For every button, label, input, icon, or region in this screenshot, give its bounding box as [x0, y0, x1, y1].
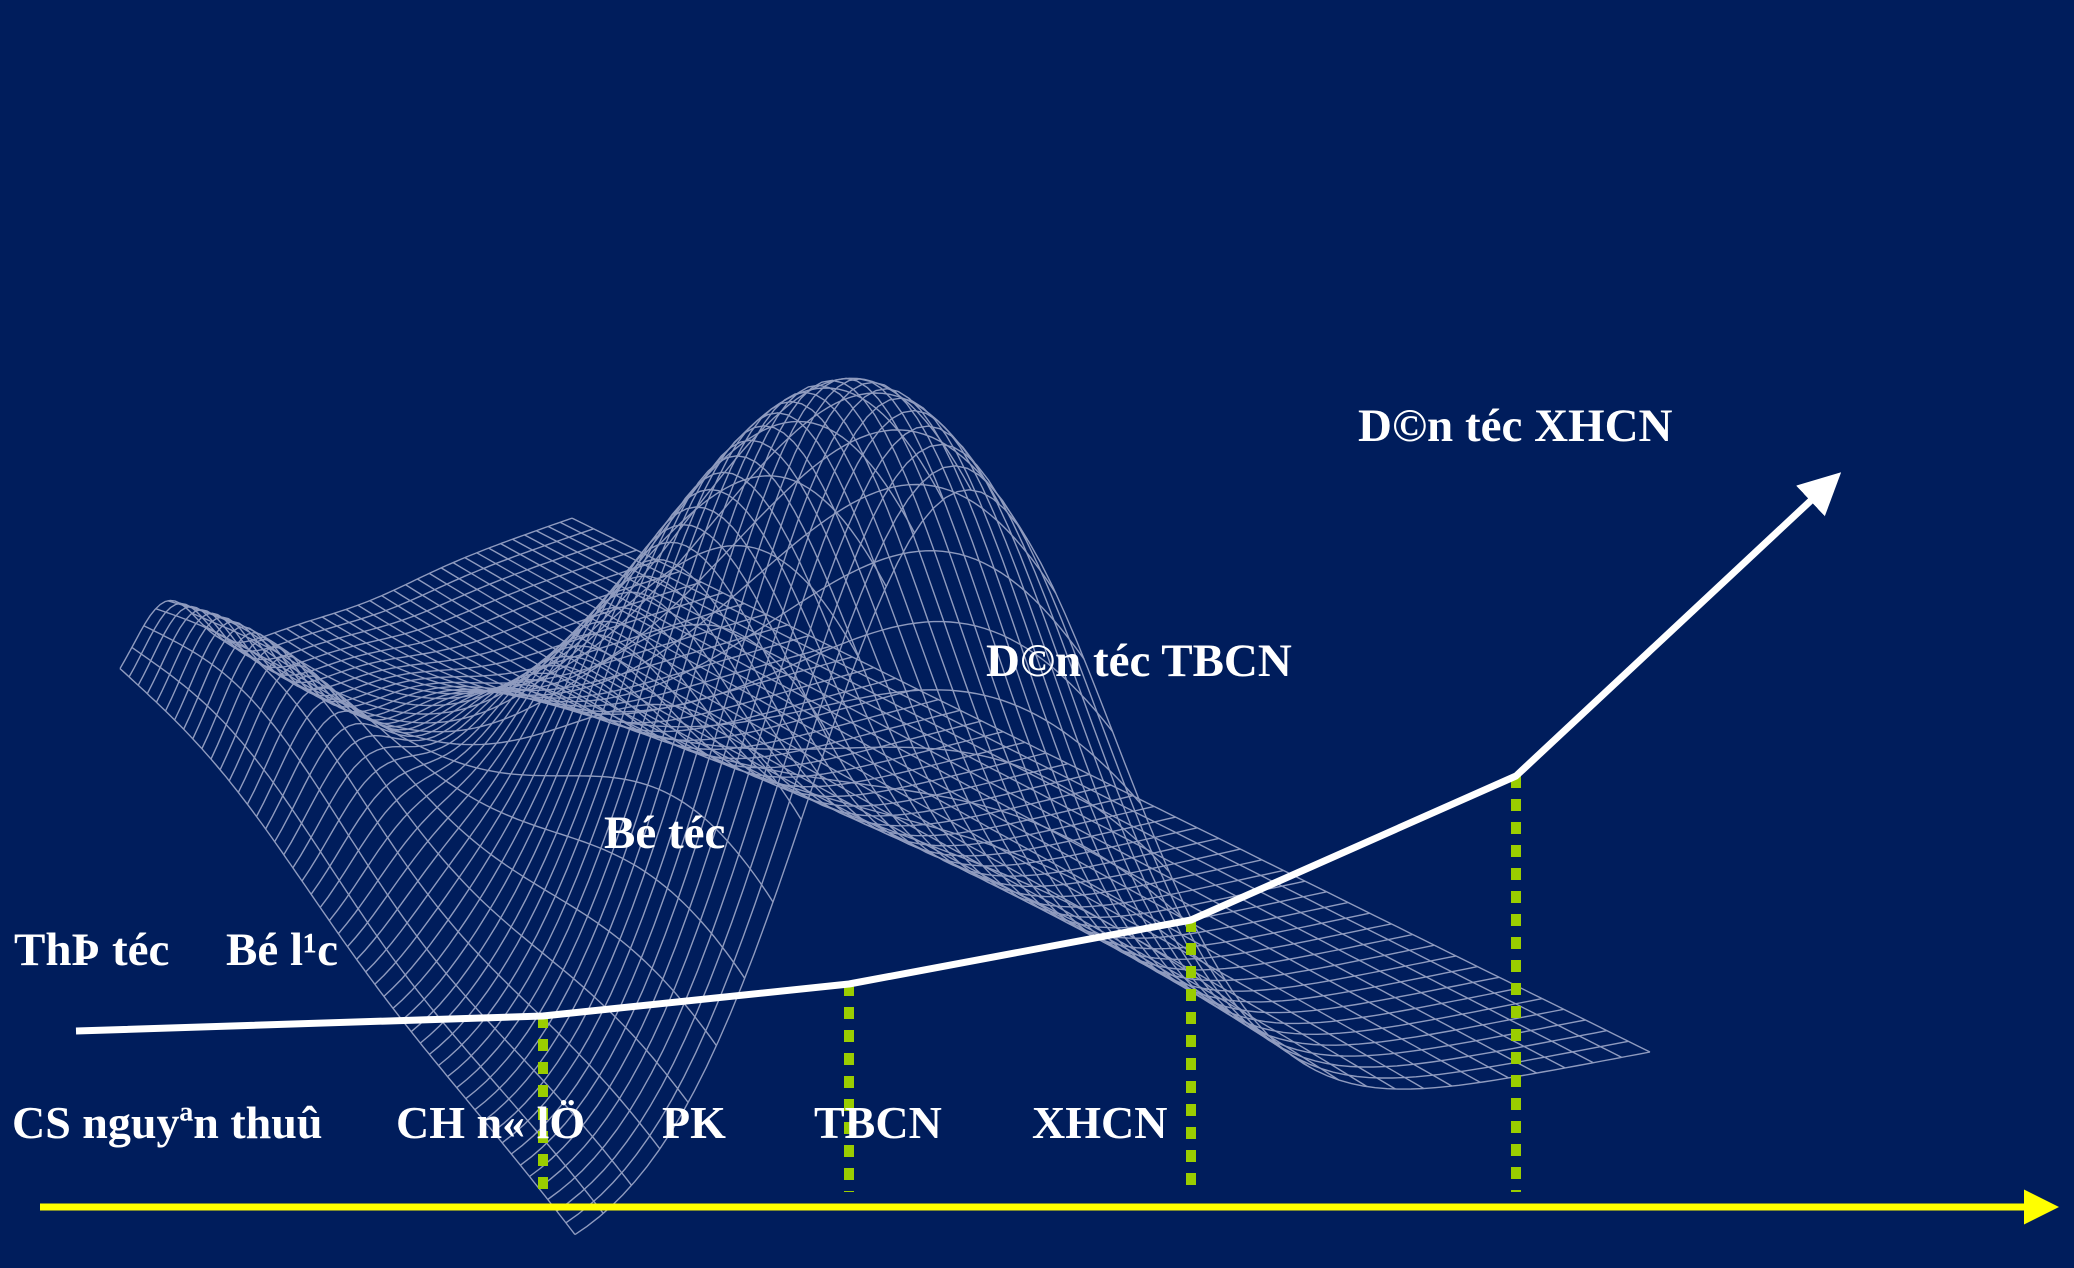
era-xhcn: XHCN [1032, 1097, 1167, 1148]
label-dan-toc-xhcn: D©n téc XHCN [1358, 400, 1673, 452]
era-pk: PK [662, 1097, 726, 1148]
wireframe-surface [119, 377, 1651, 1236]
label-dan-toc-tbcn: D©n téc TBCN [986, 635, 1292, 687]
era-cs-nguyen-thuy: CS nguyªn thuû [12, 1097, 322, 1148]
label-bo-toc: Bé téc [604, 807, 725, 859]
era-tbcn: TBCN [814, 1097, 942, 1148]
label-bo-lac: Bé l¹c [226, 924, 338, 976]
development-trend-arrow [75, 472, 1842, 1035]
label-thi-toc: ThÞ téc [14, 924, 169, 976]
era-ch-no-le: CH n« lÖ [396, 1097, 585, 1148]
